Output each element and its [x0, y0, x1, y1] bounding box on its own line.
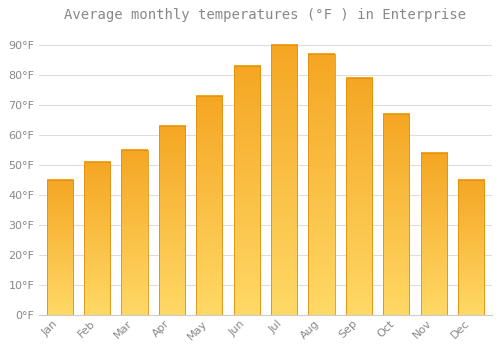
Bar — [383, 114, 409, 315]
Bar — [196, 97, 222, 315]
Bar — [122, 150, 148, 315]
Bar — [234, 66, 260, 315]
Bar — [271, 46, 297, 315]
Bar — [346, 78, 372, 315]
Bar — [420, 153, 447, 315]
Bar — [159, 126, 185, 315]
Bar — [84, 162, 110, 315]
Bar — [46, 181, 73, 315]
Bar — [308, 55, 334, 315]
Bar — [458, 181, 484, 315]
Title: Average monthly temperatures (°F ) in Enterprise: Average monthly temperatures (°F ) in En… — [64, 8, 466, 22]
